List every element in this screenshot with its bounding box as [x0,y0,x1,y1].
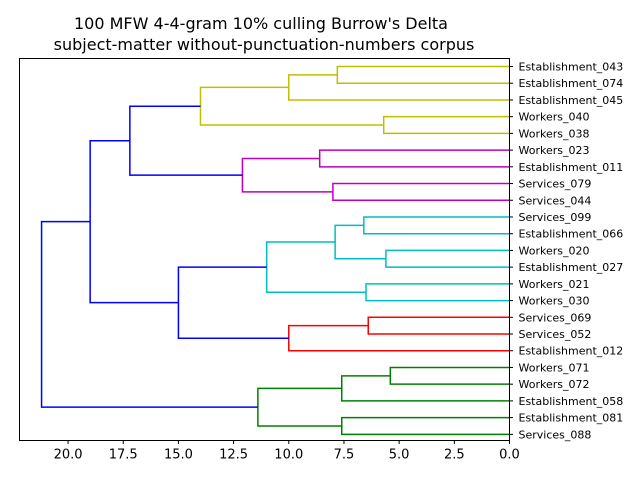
x-tick-label: 5.0 [389,448,410,463]
dendrogram-link [241,157,333,193]
dendrogram-link [341,375,510,402]
dendrogram-link [389,366,510,385]
dendrogram-link [332,182,510,202]
leaf-label: Services_044 [519,194,592,207]
x-tick-label: 10.0 [274,448,303,463]
dendrogram-link [367,316,510,335]
dendrogram-link [40,220,258,408]
leaf-label: Services_069 [519,311,592,324]
dendrogram-link [385,249,510,268]
dendrogram-link [318,149,510,168]
dendrogram-link [265,241,367,293]
leaf-label: Workers_021 [519,278,590,291]
leaf-label: Workers_071 [519,361,590,374]
x-tick-label: 7.5 [334,448,355,463]
leaf-label: Workers_040 [519,111,590,124]
leaf-label: Establishment_012 [519,345,624,358]
x-tick-label: 17.5 [109,448,138,463]
leaf-label: Establishment_066 [519,228,624,241]
dendrogram-link [288,324,510,352]
x-tick-label: 20.0 [54,448,83,463]
x-tick-label: 2.5 [444,448,465,463]
dendrogram-link [199,86,384,126]
chart-subtitle: subject-matter without-punctuation-numbe… [54,35,475,54]
plot-frame [19,58,510,441]
leaf-label: Establishment_011 [519,161,624,174]
leaf-label: Services_079 [519,178,592,191]
dendrogram-link [382,115,510,135]
leaf-label: Establishment_043 [519,61,624,74]
dendrogram-link [341,416,510,436]
dendrogram-link [334,224,386,260]
x-tick-label: 0.0 [499,448,520,463]
leaf-label: Establishment_027 [519,261,624,274]
chart-title: 100 MFW 4-4-gram 10% culling Burrow's De… [74,14,448,33]
leaf-label: Services_052 [519,328,592,341]
dendrogram-link [257,387,342,427]
x-tick-label: 12.5 [219,448,248,463]
x-axis-ticks: 20.0 17.5 15.0 12.5 10.0 7.5 5.0 2.5 0.0 [54,440,520,463]
dendrogram-link [288,74,510,101]
leaf-label: Workers_072 [519,378,590,391]
leaf-label: Establishment_058 [519,395,624,408]
leaf-label: Workers_038 [519,127,590,140]
leaf-label: Services_088 [519,428,592,441]
leaf-label: Workers_023 [519,144,590,157]
dendrogram-link [363,216,510,235]
dendrogram-link [129,105,243,176]
dendrogram-links [40,65,510,436]
leaf-label: Workers_030 [519,295,590,308]
dendrogram-link [89,139,179,304]
dendrogram-link [177,266,289,339]
leaf-label: Establishment_074 [519,77,624,90]
dendrogram-link [336,65,510,84]
leaf-label: Establishment_045 [519,94,624,107]
x-tick-label: 15.0 [164,448,193,463]
leaf-label: Workers_020 [519,244,590,257]
leaf-ticks: Establishment_043 Establishment_074 Establ… [509,61,624,441]
leaf-label: Services_099 [519,211,592,224]
leaf-label: Establishment_081 [519,412,624,425]
dendrogram-link [365,283,510,302]
